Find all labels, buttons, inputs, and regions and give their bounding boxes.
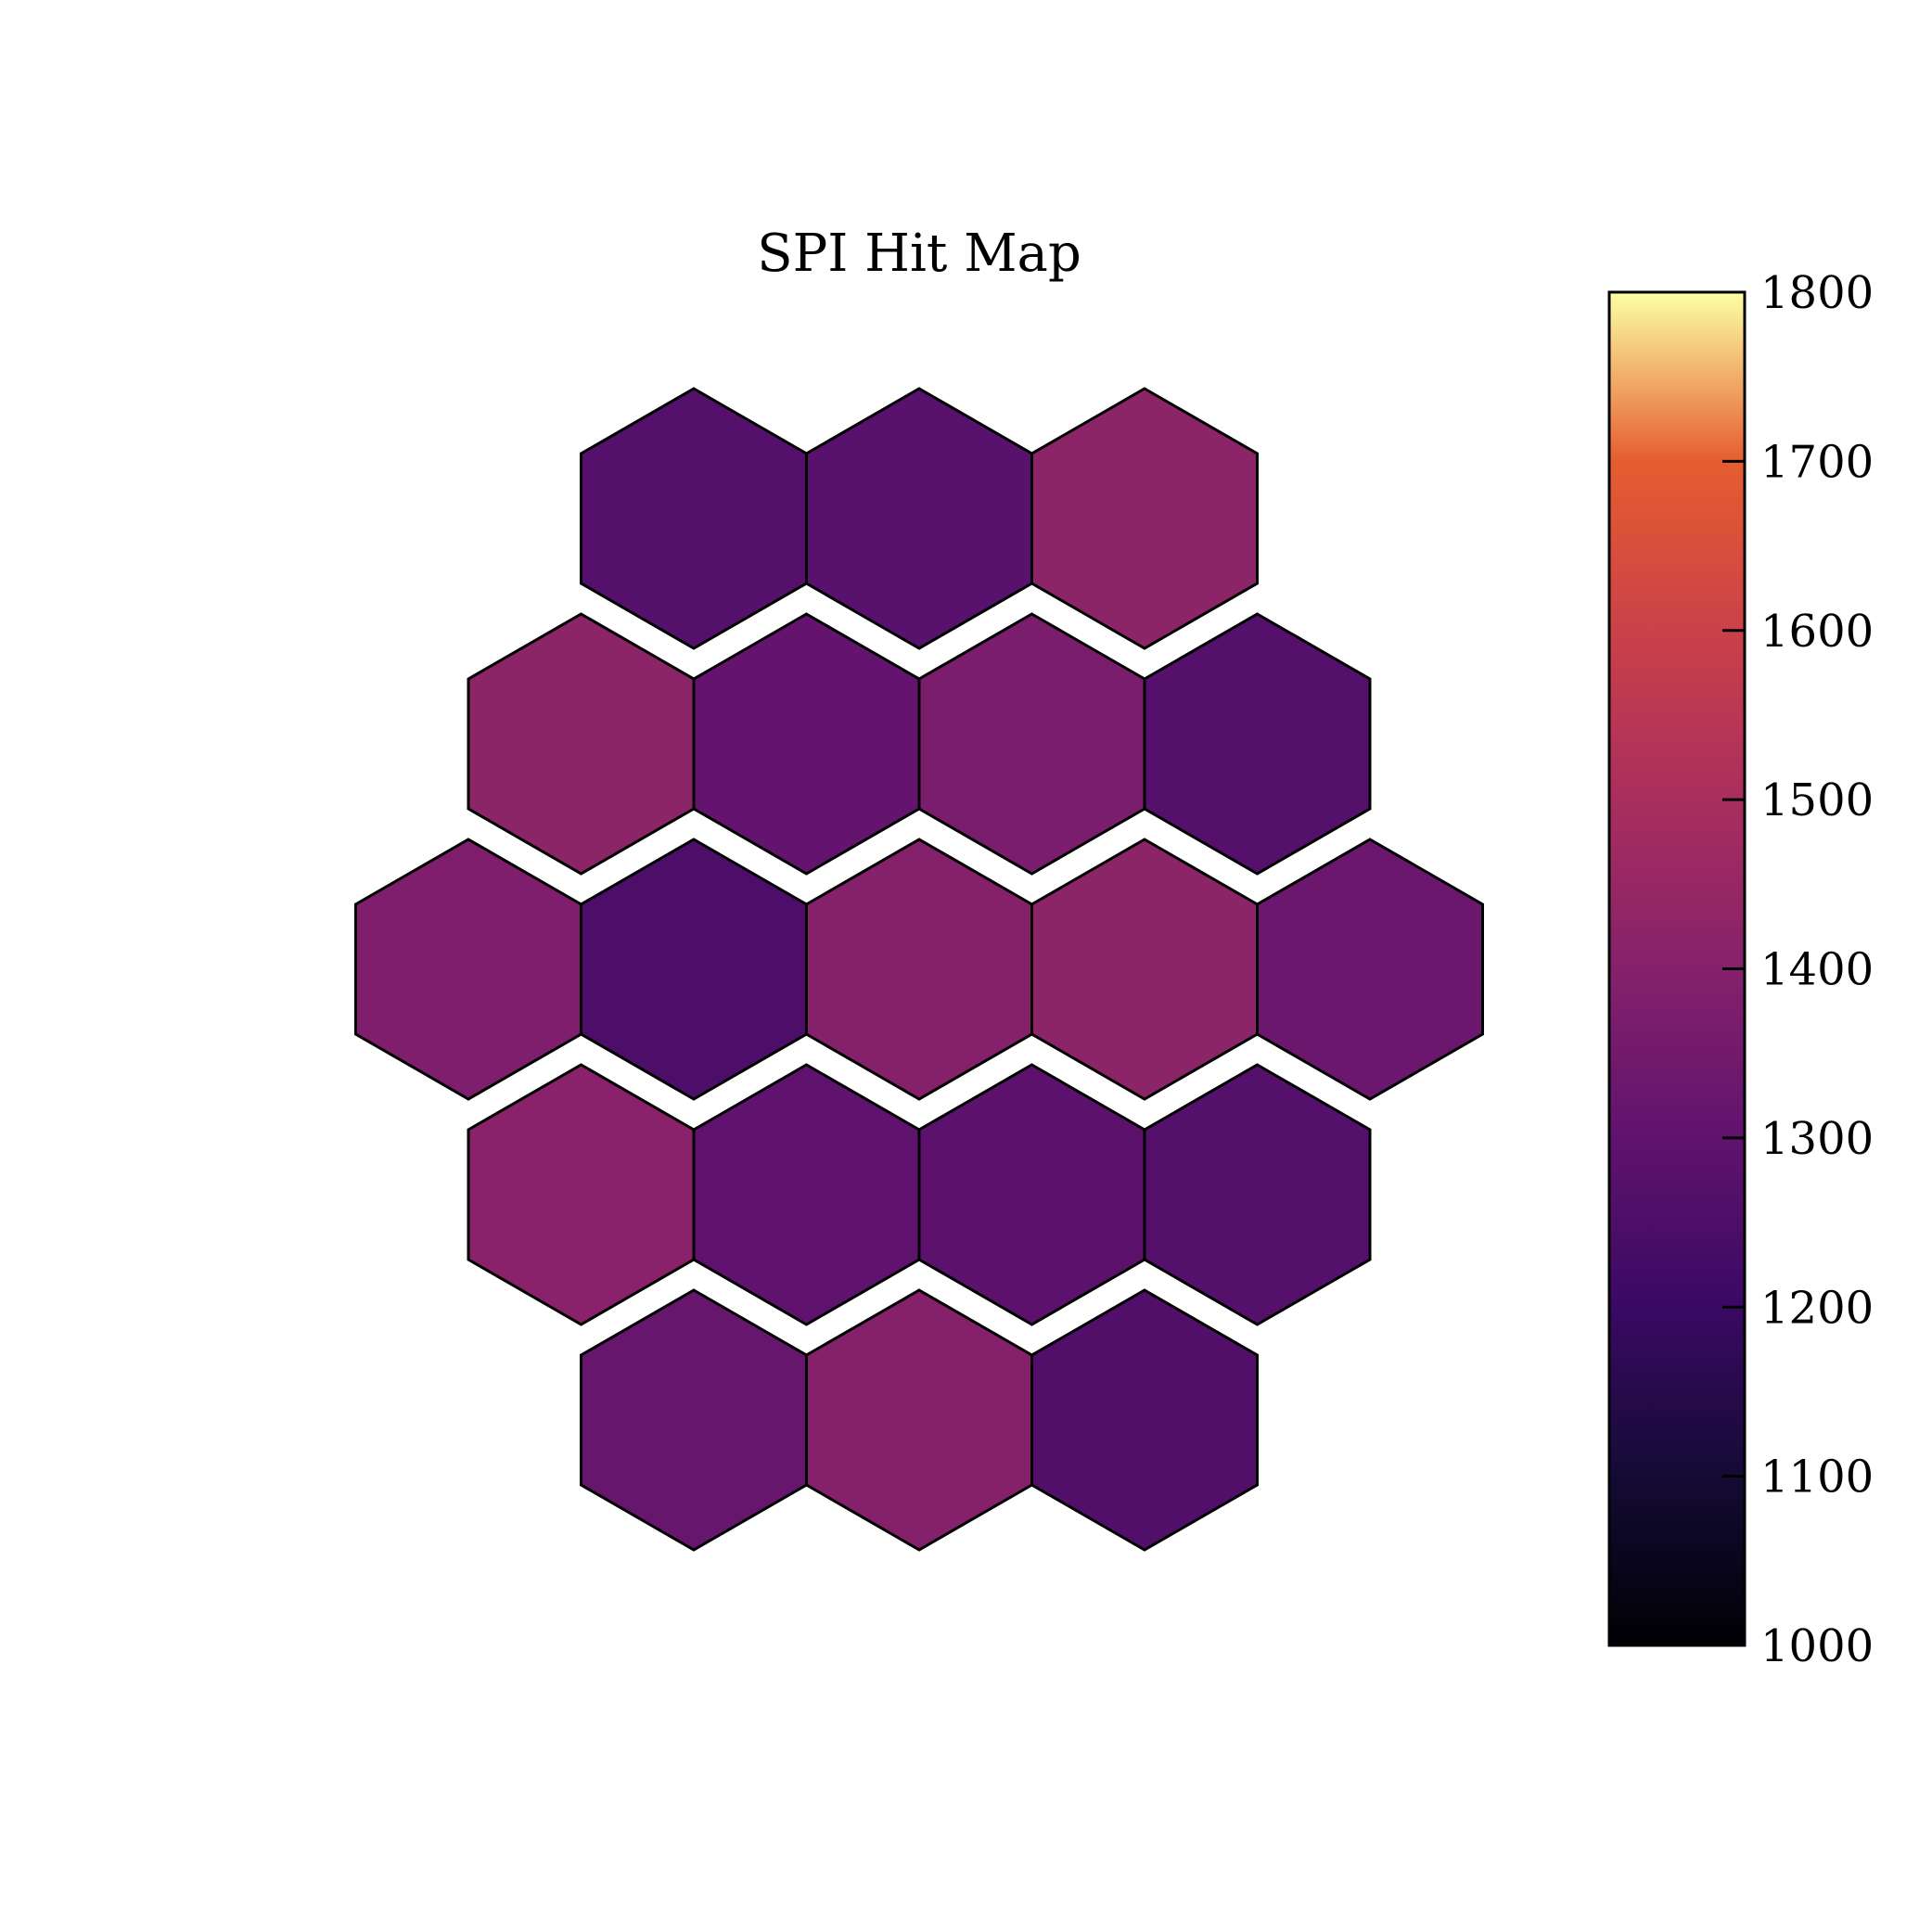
colorbar-tick-label: 1600 xyxy=(1760,606,1874,658)
colorbar-tick-label: 1300 xyxy=(1760,1113,1874,1165)
hex-cell xyxy=(1143,1063,1372,1326)
colorbar-tick-label: 1800 xyxy=(1760,267,1874,319)
hex-cell xyxy=(917,612,1146,876)
hex-cell xyxy=(692,612,921,876)
hex-cell xyxy=(467,612,696,876)
hex-cell xyxy=(580,1288,808,1552)
hex-cell xyxy=(917,1063,1146,1326)
colorbar-tick-label: 1000 xyxy=(1760,1620,1874,1672)
hex-cell xyxy=(580,387,808,650)
hex-cell xyxy=(1030,838,1259,1101)
hex-cell xyxy=(1030,1288,1259,1552)
colorbar-tick-label: 1200 xyxy=(1760,1282,1874,1334)
hex-cell xyxy=(805,387,1033,650)
hexagon-grid xyxy=(354,387,1484,1552)
hex-cell xyxy=(1030,387,1259,650)
hex-cell xyxy=(580,838,808,1101)
hex-cell xyxy=(467,1063,696,1326)
hex-cell xyxy=(1143,612,1372,876)
chart-title: SPI Hit Map xyxy=(757,224,1081,284)
hex-cell xyxy=(692,1063,921,1326)
colorbar-tick-label: 1400 xyxy=(1760,944,1874,996)
colorbar: 1000 1100 1200 1300 1400 1500 1600 1700 1800 xyxy=(1607,267,1874,1672)
colorbar-tick-label: 1100 xyxy=(1760,1452,1874,1503)
colorbar-tick-label: 1500 xyxy=(1760,774,1874,826)
hex-cell xyxy=(354,838,582,1101)
colorbar-gradient xyxy=(1607,290,1746,1647)
colorbar-ticks: 1000 1100 1200 1300 1400 1500 1600 1700 1800 xyxy=(1722,267,1874,1672)
hex-cell xyxy=(805,1288,1033,1552)
hex-cell xyxy=(1256,838,1484,1101)
colorbar-tick-label: 1700 xyxy=(1760,436,1874,488)
hex-cell xyxy=(805,838,1033,1101)
